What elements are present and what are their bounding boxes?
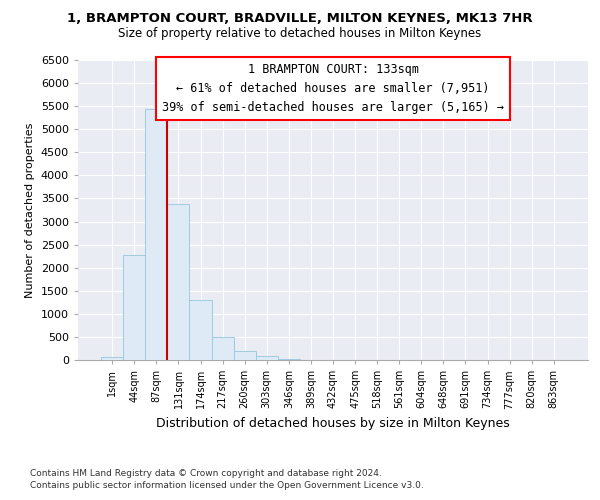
Bar [233, 352, 256, 360]
Bar [190, 300, 212, 360]
Y-axis label: Number of detached properties: Number of detached properties [25, 122, 35, 298]
Bar [256, 356, 278, 360]
Text: 1 BRAMPTON COURT: 133sqm
← 61% of detached houses are smaller (7,951)
39% of sem: 1 BRAMPTON COURT: 133sqm ← 61% of detach… [162, 63, 504, 114]
Bar [145, 110, 167, 360]
Bar [123, 255, 145, 360]
Bar [212, 338, 233, 360]
Bar [167, 204, 190, 360]
Bar [101, 357, 123, 360]
Text: Size of property relative to detached houses in Milton Keynes: Size of property relative to detached ho… [118, 28, 482, 40]
Text: 1, BRAMPTON COURT, BRADVILLE, MILTON KEYNES, MK13 7HR: 1, BRAMPTON COURT, BRADVILLE, MILTON KEY… [67, 12, 533, 26]
Bar [278, 359, 300, 360]
Text: Contains public sector information licensed under the Open Government Licence v3: Contains public sector information licen… [30, 481, 424, 490]
X-axis label: Distribution of detached houses by size in Milton Keynes: Distribution of detached houses by size … [156, 417, 510, 430]
Text: Contains HM Land Registry data © Crown copyright and database right 2024.: Contains HM Land Registry data © Crown c… [30, 468, 382, 477]
